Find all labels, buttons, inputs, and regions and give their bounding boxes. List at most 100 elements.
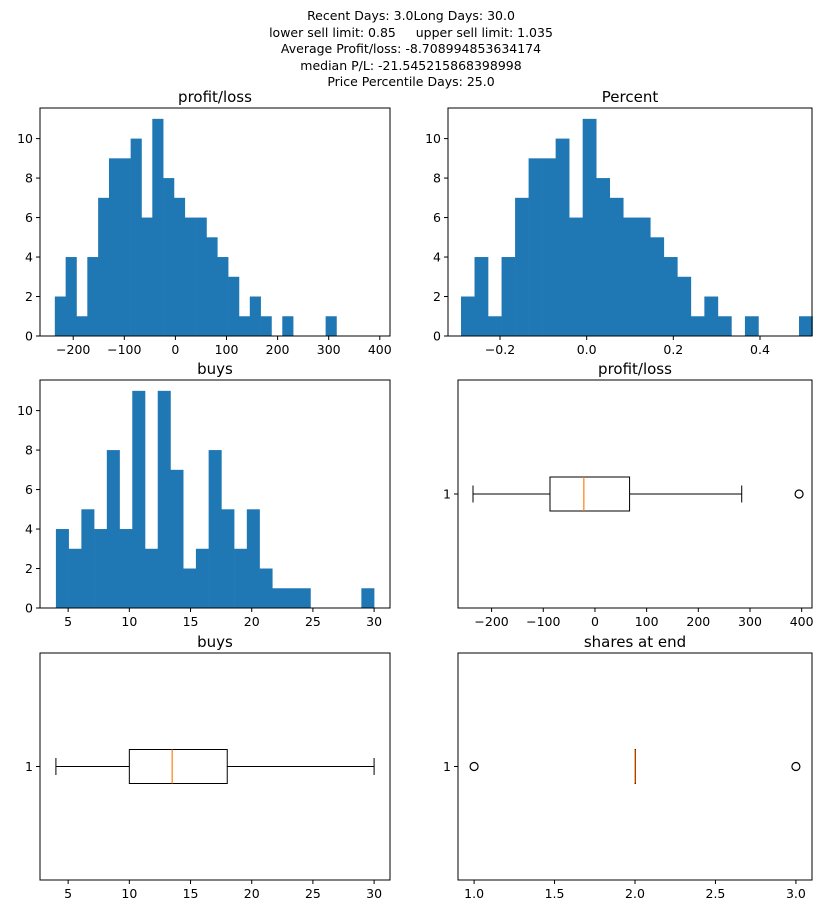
histogram-bar xyxy=(474,257,489,336)
histogram-bar xyxy=(98,197,110,336)
histogram-bar xyxy=(238,316,251,336)
histogram-bar xyxy=(217,257,229,336)
x-tick-label: 5 xyxy=(64,886,72,901)
histogram-bar xyxy=(569,217,583,336)
histogram-bar xyxy=(515,197,529,336)
y-tick-label: 10 xyxy=(17,131,33,146)
histogram-bar xyxy=(282,316,294,336)
y-tick-label: 6 xyxy=(25,482,33,497)
x-tick-label: 400 xyxy=(790,614,814,629)
histogram-bar xyxy=(106,450,120,608)
y-tick-label: 1 xyxy=(443,759,451,774)
y-tick-label: 6 xyxy=(25,210,33,225)
x-tick-label: 10 xyxy=(121,614,137,629)
box-outlier-point xyxy=(791,761,801,772)
y-tick-label: 0 xyxy=(25,329,33,344)
x-tick-label: 0.0 xyxy=(577,342,597,357)
x-tick-label: 300 xyxy=(317,342,341,357)
axes-frame xyxy=(39,379,391,609)
histogram-bar xyxy=(132,390,146,608)
y-tick-label: 0 xyxy=(433,329,441,344)
histogram-bar xyxy=(461,296,475,336)
y-tick-label: 1 xyxy=(25,759,33,774)
histogram-bar xyxy=(249,296,261,336)
subplot-title: profit/loss xyxy=(178,88,252,106)
histogram-bar xyxy=(65,257,77,336)
axes-frame xyxy=(457,379,813,609)
histogram-bar xyxy=(195,217,207,336)
histogram-bar xyxy=(246,509,260,608)
subplot-title: buys xyxy=(197,633,233,651)
histogram-bar xyxy=(108,158,121,336)
histogram-bar xyxy=(206,237,218,336)
histogram-bar xyxy=(87,257,99,336)
histogram-bar xyxy=(141,217,153,336)
x-tick-label: 200 xyxy=(266,342,290,357)
x-tick-label: −200 xyxy=(474,614,508,629)
y-tick-label: 1 xyxy=(443,487,451,502)
y-tick-label: 4 xyxy=(433,250,441,265)
histogram-bar xyxy=(130,138,142,336)
y-tick-label: 2 xyxy=(25,289,33,304)
x-tick-label: 30 xyxy=(366,614,382,629)
histogram-bar xyxy=(184,217,196,336)
axes-frame xyxy=(39,107,391,337)
y-tick-label: 8 xyxy=(25,443,33,458)
y-tick-label: 4 xyxy=(25,522,33,537)
x-tick-label: 300 xyxy=(738,614,762,629)
histogram-bar xyxy=(325,316,337,336)
x-tick-label: 400 xyxy=(368,342,392,357)
x-tick-label: 15 xyxy=(183,886,199,901)
histogram-bar xyxy=(272,588,286,608)
histogram-bar xyxy=(501,257,516,336)
histogram-bar xyxy=(119,529,133,608)
x-tick-label: 0.4 xyxy=(750,342,770,357)
suptitle-line: Price Percentile Days: 25.0 xyxy=(327,74,495,90)
suptitle-line: median P/L: -21.545215868398998 xyxy=(300,57,522,73)
histogram-bar xyxy=(76,316,88,336)
subplot-title: buys xyxy=(197,360,233,378)
y-tick-label: 8 xyxy=(433,171,441,186)
histogram-bar xyxy=(609,197,624,336)
histogram-bar xyxy=(677,276,692,336)
histogram-bar xyxy=(488,316,502,336)
histogram-bar xyxy=(717,316,732,336)
x-tick-label: 200 xyxy=(686,614,710,629)
histogram-bar xyxy=(145,548,159,608)
y-tick-label: 2 xyxy=(433,289,441,304)
histogram-bar xyxy=(157,390,171,608)
subplot-1: profit/loss 0 2 4 6 8 10 −200 −100 0 100 200 300 400 xyxy=(17,88,392,357)
histogram-bar xyxy=(744,316,759,336)
histogram-bar xyxy=(361,588,375,608)
axes-frame xyxy=(457,652,813,881)
box-outlier-point xyxy=(794,489,804,499)
histogram-bar xyxy=(799,316,813,336)
x-tick-label: 25 xyxy=(305,886,321,901)
x-tick-label: −100 xyxy=(526,614,560,629)
x-tick-label: 10 xyxy=(121,886,137,901)
y-tick-label: 0 xyxy=(25,601,33,616)
suptitle-line: Recent Days: 3.0Long Days: 30.0 xyxy=(307,8,515,23)
histogram-bar xyxy=(704,296,719,336)
x-tick-label: 15 xyxy=(183,614,199,629)
x-tick-label: −100 xyxy=(107,342,141,357)
histogram-bar xyxy=(228,276,240,336)
x-tick-label: 1.5 xyxy=(545,886,565,901)
histogram-bar xyxy=(221,509,235,608)
x-tick-label: 0 xyxy=(171,342,179,357)
histogram-bar xyxy=(183,568,197,608)
x-tick-label: 0.2 xyxy=(663,342,683,357)
box-outlier-point xyxy=(469,761,479,772)
histogram-bar xyxy=(542,158,556,336)
subplot-3: buys 0 2 4 6 8 10 5 10 15 20 25 30 xyxy=(17,360,391,629)
histogram-bar xyxy=(650,237,665,336)
y-tick-label: 6 xyxy=(433,210,441,225)
histogram-bar xyxy=(208,450,222,608)
figure-suptitle: Recent Days: 3.0Long Days: 30.0 lower se… xyxy=(0,8,822,91)
box-iqr xyxy=(128,749,228,784)
histogram-bar xyxy=(596,178,611,336)
histogram-bar xyxy=(285,588,299,608)
